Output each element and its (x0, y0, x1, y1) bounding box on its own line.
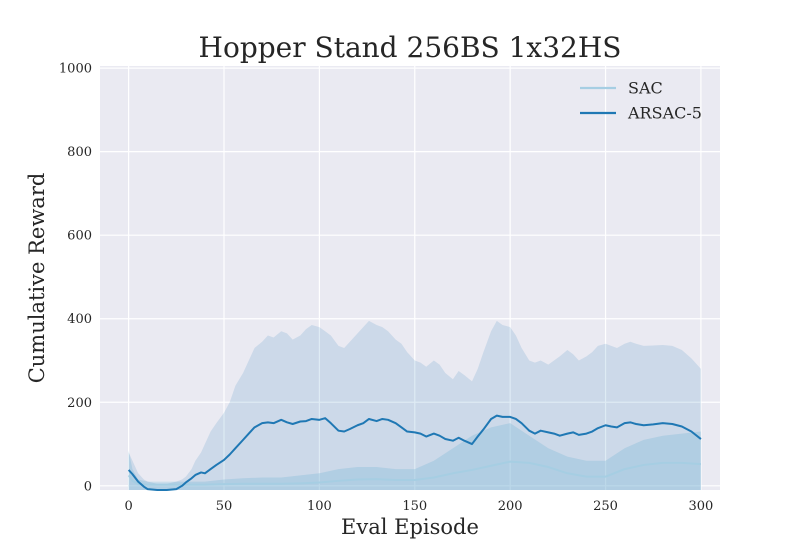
y-axis-label: Cumulative Reward (25, 173, 49, 384)
y-tick-label: 0 (84, 479, 92, 494)
x-tick-label: 250 (593, 499, 618, 514)
confidence-bands (128, 320, 701, 490)
series-line-2 (127, 414, 702, 491)
x-tick-label: 0 (124, 499, 132, 514)
y-tick-label: 600 (67, 229, 92, 244)
series-band-1 (128, 423, 701, 490)
plot-area (100, 66, 720, 490)
tick-labels: 0 50 100 150 200 250 300 0 200 400 600 800 1000 (59, 62, 713, 514)
x-tick-label: 100 (307, 499, 332, 514)
x-tick-label: 50 (216, 499, 233, 514)
legend: SAC ARSAC-5 (580, 79, 702, 123)
x-tick-label: 200 (498, 499, 523, 514)
y-tick-label: 200 (67, 396, 92, 411)
grid-layer (100, 66, 720, 490)
y-tick-label: 1000 (59, 62, 92, 77)
y-tick-label: 800 (67, 145, 92, 160)
x-tick-label: 150 (402, 499, 427, 514)
chart-title: Hopper Stand 256BS 1x32HS (199, 31, 622, 64)
series-lines (127, 414, 702, 491)
legend-label-1: SAC (628, 79, 663, 98)
series-band-2 (128, 320, 701, 490)
y-tick-label: 400 (67, 312, 92, 327)
legend-label-2: ARSAC-5 (627, 104, 702, 123)
x-tick-label: 300 (689, 499, 714, 514)
x-axis-label: Eval Episode (341, 515, 479, 539)
series-line-1 (127, 460, 701, 486)
